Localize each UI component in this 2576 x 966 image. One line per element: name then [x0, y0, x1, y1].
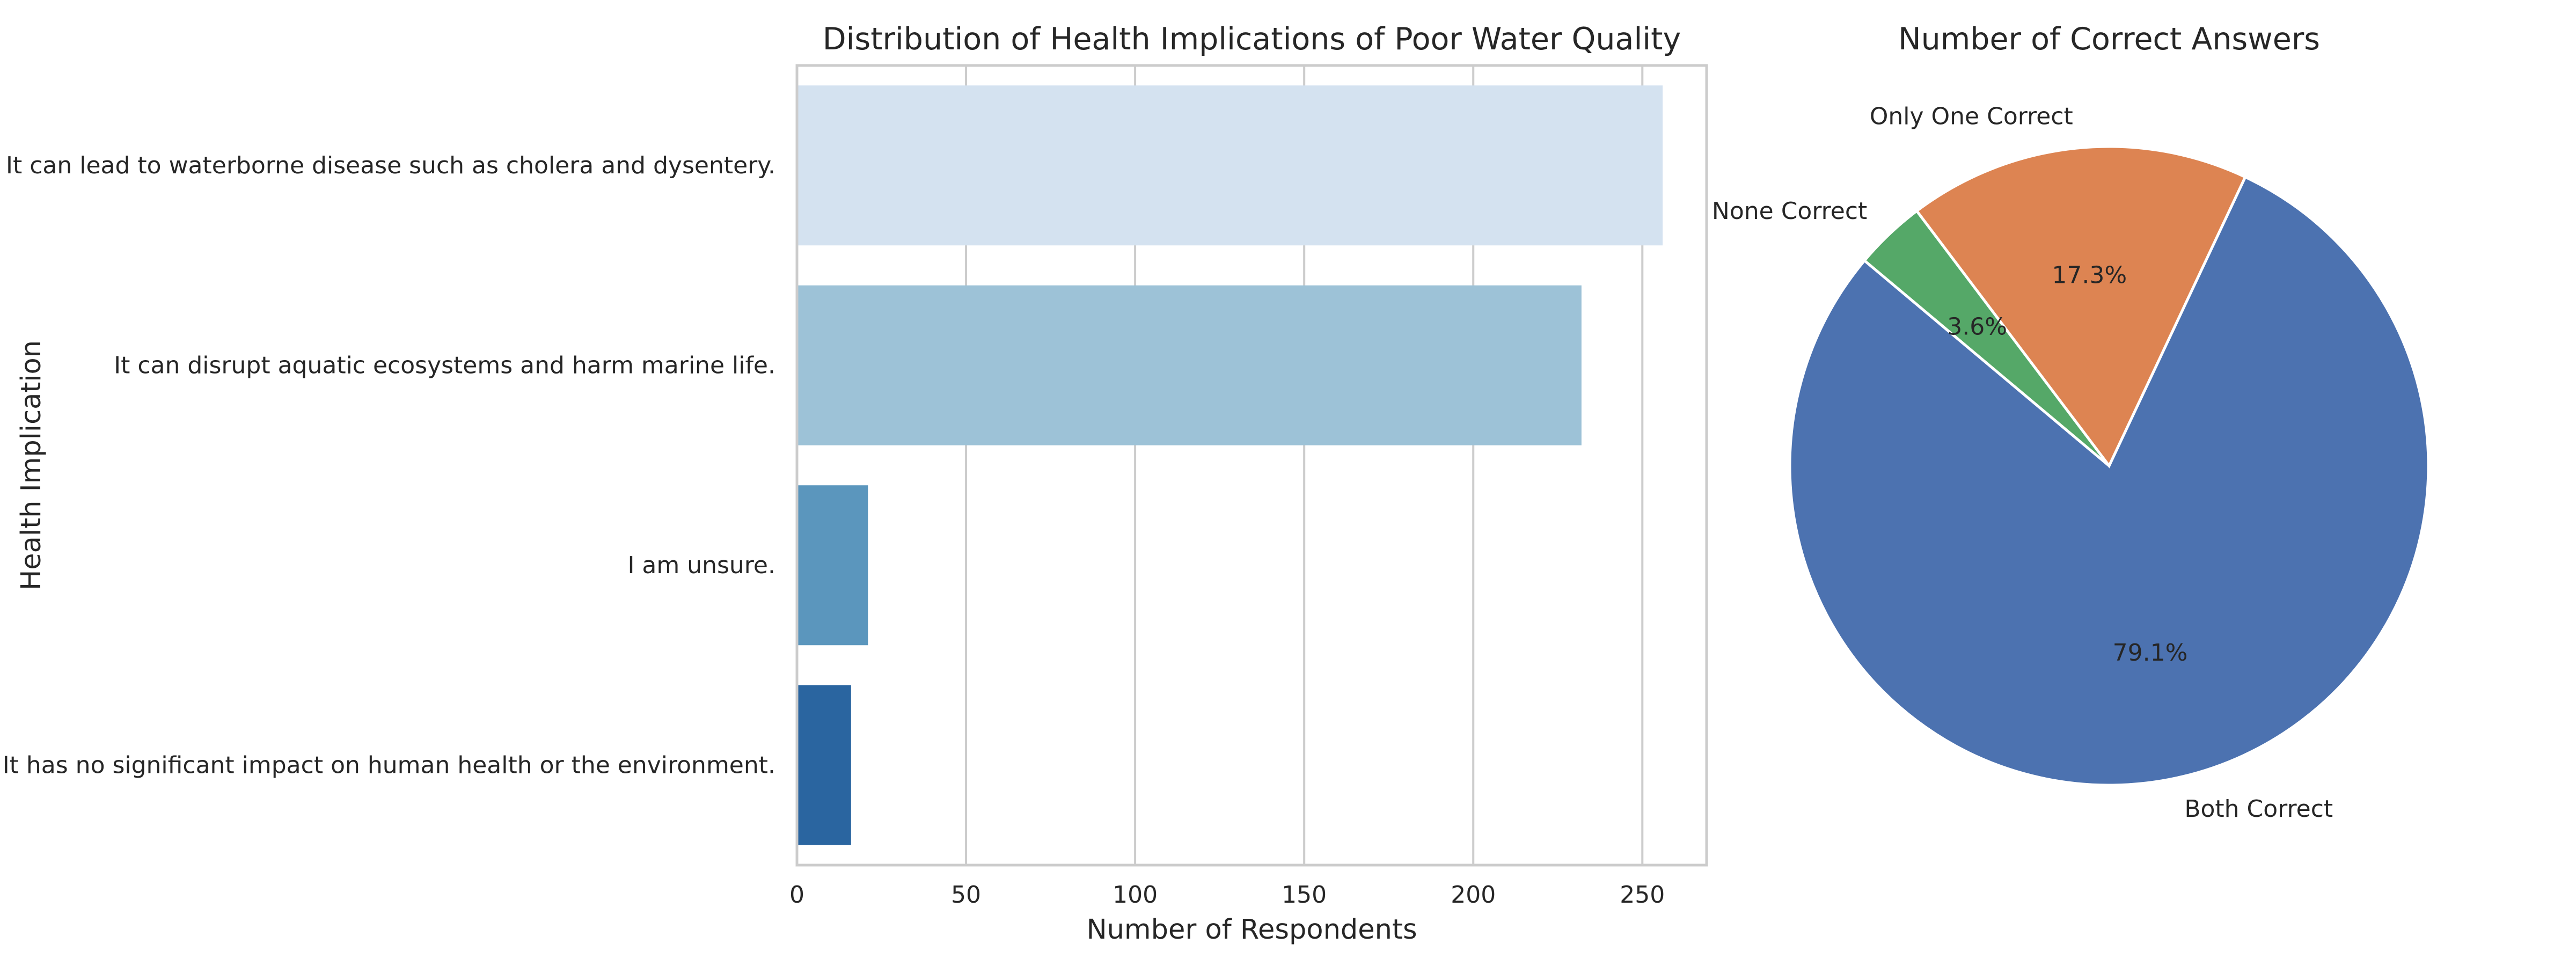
pie-slice-label: Only One Correct: [1870, 103, 2073, 130]
pie-slice: [1915, 145, 2248, 469]
pie-slice-label: None Correct: [1712, 197, 1867, 225]
x-tick-label: 100: [1113, 881, 1158, 909]
category-label: It can disrupt aquatic ecosystems and ha…: [114, 352, 775, 379]
bar: [797, 685, 851, 845]
bar: [797, 485, 868, 646]
bar: [797, 285, 1582, 445]
category-label: It can lead to waterborne disease such a…: [6, 152, 775, 179]
bar-bars: [797, 85, 1663, 845]
x-tick-label: 250: [1620, 881, 1665, 909]
bar-chart-title: Distribution of Health Implications of P…: [823, 21, 1681, 57]
bar-category-labels: It can lead to waterborne disease such a…: [3, 152, 775, 779]
bar-y-axis-label: Health Implication: [16, 340, 47, 590]
pie-chart-title: Number of Correct Answers: [1898, 21, 2320, 57]
pie-slice: [1788, 175, 2430, 787]
x-tick-label: 200: [1451, 881, 1496, 909]
x-tick-label: 50: [951, 881, 981, 909]
pie-percent-label: 3.6%: [1947, 313, 2007, 341]
bar: [797, 85, 1663, 246]
bar-plot-frame: [795, 64, 1708, 867]
pie-slice: [1862, 209, 2110, 467]
pie-chart: Both Correct Only One Correct None Correct…: [1712, 21, 2430, 823]
category-label: I am unsure.: [627, 552, 775, 579]
bar-x-tick-labels: 0 50 100 150 200 250: [789, 881, 1665, 909]
pie-percent-label: 17.3%: [2052, 261, 2127, 289]
pie-percent-labels: 79.1% 17.3% 3.6%: [1947, 261, 2187, 667]
pie-slice-label: Both Correct: [2184, 795, 2333, 823]
pie-slice-labels: Both Correct Only One Correct None Correct: [1712, 103, 2333, 822]
pie-percent-label: 79.1%: [2113, 639, 2188, 667]
pie-slices: [1788, 145, 2430, 787]
x-tick-label: 0: [789, 881, 804, 909]
bar-chart: It can lead to waterborne disease such a…: [3, 21, 1708, 946]
category-label: It has no significant impact on human he…: [3, 751, 775, 779]
bar-x-axis-label: Number of Respondents: [1086, 914, 1417, 946]
x-tick-label: 150: [1282, 881, 1327, 909]
